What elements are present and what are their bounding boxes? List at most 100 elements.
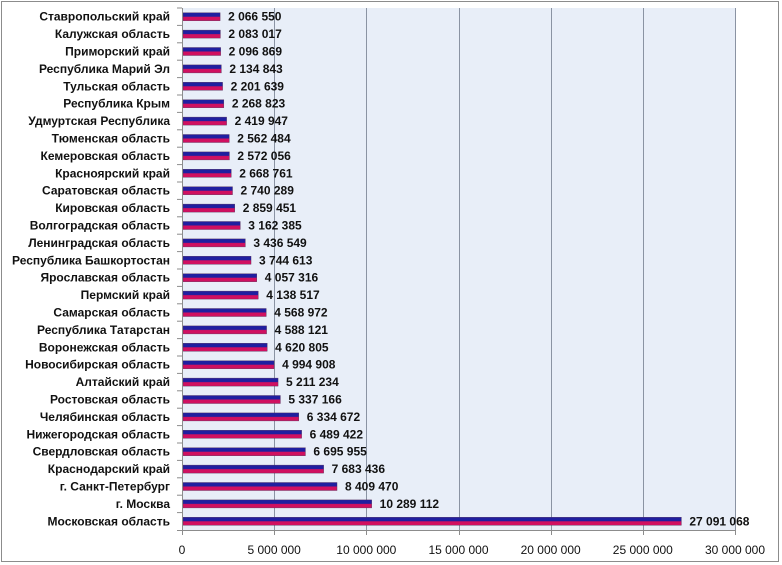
bar	[182, 325, 267, 335]
bar	[182, 499, 372, 509]
data-label: 2 740 289	[241, 184, 295, 198]
bar	[182, 47, 221, 56]
category-label: Ярославская область	[40, 271, 170, 285]
data-label: 3 436 549	[253, 236, 307, 250]
category-label: г. Москва	[116, 497, 171, 511]
data-label: 4 568 972	[274, 306, 328, 320]
x-tick-label: 20 000 000	[521, 543, 581, 557]
bar	[182, 169, 232, 178]
data-label: 7 683 436	[332, 462, 386, 476]
category-label: Красноярский край	[55, 166, 170, 180]
data-label: 2 859 451	[243, 201, 297, 215]
data-label: 3 162 385	[248, 219, 302, 233]
category-label: Республика Крым	[63, 97, 170, 111]
data-label: 3 744 613	[259, 253, 313, 267]
x-tick-label: 30 000 000	[705, 543, 765, 557]
x-tick-label: 5 000 000	[247, 543, 301, 557]
category-label: Воронежская область	[39, 340, 170, 354]
data-label: 5 337 166	[288, 393, 342, 407]
data-label: 5 211 234	[286, 375, 339, 389]
category-label: Челябинская область	[40, 410, 170, 424]
category-label: Тюменская область	[52, 132, 170, 146]
category-label: Саратовская область	[42, 184, 170, 198]
category-label: Новосибирская область	[25, 358, 170, 372]
data-label: 2 562 484	[237, 132, 291, 146]
category-label: Нижегородская область	[26, 427, 170, 441]
bar	[182, 256, 252, 265]
data-label: 2 083 017	[228, 27, 282, 41]
category-label: Краснодарский край	[48, 462, 170, 476]
category-label: Ставропольский край	[39, 10, 170, 24]
axes	[177, 8, 735, 535]
data-label: 8 409 470	[345, 480, 399, 494]
gridlines	[274, 8, 736, 530]
bar	[182, 360, 275, 369]
category-label: Калужская область	[55, 27, 170, 41]
data-label: 6 334 672	[307, 410, 361, 424]
bar	[182, 82, 223, 91]
data-label: 27 091 068	[689, 514, 749, 528]
bar	[182, 343, 268, 352]
category-label: Ростовская область	[50, 393, 170, 407]
bars	[182, 12, 682, 526]
x-tick-label: 0	[179, 543, 186, 557]
data-label: 2 066 550	[228, 10, 282, 24]
data-label: 2 096 869	[229, 45, 283, 59]
x-tick-labels: 0 5 000 000 10 000 000 15 000 000 20 000 000…	[179, 530, 765, 557]
bar	[182, 273, 257, 282]
category-label: Республика Башкортостан	[12, 253, 170, 267]
x-tick-label: 10 000 000	[336, 543, 396, 557]
bar	[182, 238, 246, 248]
bar	[182, 412, 299, 422]
bar	[182, 12, 221, 21]
data-label: 2 134 843	[229, 62, 283, 76]
bar	[182, 517, 682, 526]
category-label: Приморский край	[65, 45, 170, 59]
data-label: 2 572 056	[237, 149, 291, 163]
bar	[182, 308, 267, 317]
category-label: Самарская область	[53, 306, 170, 320]
category-label: Волгоградская область	[30, 219, 170, 233]
category-label: Ленинградская область	[28, 236, 170, 250]
data-labels: 2 066 550 2 083 017 2 096 869 2 134 843 2 20…	[228, 10, 750, 529]
data-label: 4 057 316	[265, 271, 319, 285]
bar	[182, 134, 230, 143]
category-label: Удмуртская Республика	[28, 114, 170, 128]
data-label: 4 620 805	[275, 340, 329, 354]
category-label: г. Санкт-Петербург	[60, 480, 170, 494]
bar	[182, 290, 259, 300]
bar	[182, 430, 302, 439]
bar	[182, 395, 281, 404]
data-label: 4 994 908	[282, 358, 336, 372]
bar	[182, 447, 306, 456]
category-label: Республика Марий Эл	[39, 62, 170, 76]
data-label: 2 201 639	[231, 79, 285, 93]
data-label: 2 268 823	[232, 97, 286, 111]
bar	[182, 203, 235, 213]
x-tick-label: 15 000 000	[428, 543, 488, 557]
bar	[182, 221, 241, 230]
category-label: Свердловская область	[33, 445, 170, 459]
data-label: 6 695 955	[313, 445, 367, 459]
category-label: Кемеровская область	[41, 149, 171, 163]
bar	[182, 29, 221, 39]
category-label: Тульская область	[63, 79, 170, 93]
data-label: 6 489 422	[310, 427, 364, 441]
bar	[182, 64, 222, 74]
bar	[182, 464, 324, 474]
data-label: 4 138 517	[266, 288, 320, 302]
bar	[182, 482, 338, 491]
category-labels: Ставропольский край Калужская область Прим…	[12, 7, 182, 528]
bar	[182, 151, 230, 161]
bar	[182, 377, 279, 387]
data-label: 10 289 112	[380, 497, 440, 511]
data-label: 4 588 121	[275, 323, 329, 337]
category-label: Московская область	[48, 514, 170, 528]
bar	[182, 99, 225, 108]
x-tick-label: 25 000 000	[613, 543, 673, 557]
category-label: Республика Татарстан	[37, 323, 170, 337]
category-label: Пермский край	[81, 288, 170, 302]
category-label: Алтайский край	[76, 375, 170, 389]
category-label: Кировская область	[55, 201, 170, 215]
